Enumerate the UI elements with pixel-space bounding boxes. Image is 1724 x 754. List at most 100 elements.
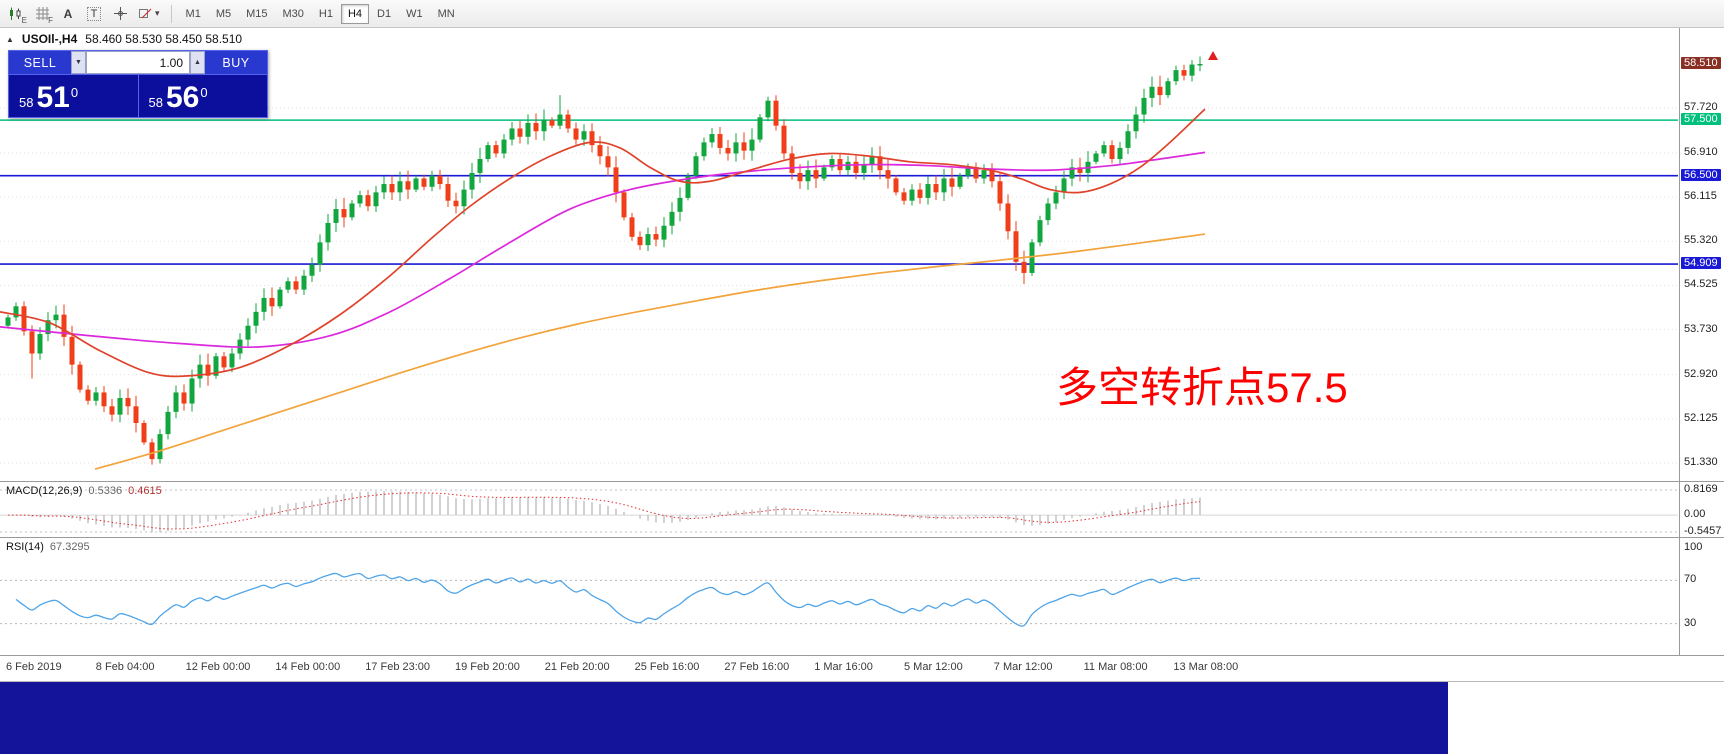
macd-label: MACD(12,26,9) xyxy=(6,485,83,497)
time-axis-label: 1 Mar 16:00 xyxy=(814,661,873,673)
buy-price-prefix: 58 xyxy=(148,95,163,110)
price-level-label[interactable]: 54.909 xyxy=(1681,257,1721,270)
price-level-label[interactable]: 57.500 xyxy=(1681,113,1721,126)
macd-axis: 0.8169 0.00 -0.5457 xyxy=(1679,482,1724,537)
time-axis-label: 5 Mar 12:00 xyxy=(904,661,963,673)
axis-tick-label: 55.320 xyxy=(1684,234,1718,247)
buy-price-pip: 0 xyxy=(200,85,208,100)
toolbar-sub-label-e: E xyxy=(21,15,27,25)
axis-tick-label: 56.115 xyxy=(1684,190,1717,203)
macd-level-lines xyxy=(0,489,1678,533)
time-axis-label: 19 Feb 20:00 xyxy=(455,661,520,673)
bottom-row xyxy=(0,682,1724,754)
tf-button-m30[interactable]: M30 xyxy=(276,4,311,24)
axis-tick-label: 53.730 xyxy=(1684,322,1718,335)
crosshair-icon xyxy=(113,7,127,20)
macd-histogram xyxy=(15,490,1201,533)
main-toolbar: E F A T ▾ M1 M5 M15 M30 H1 H4 D xyxy=(0,0,1724,28)
buy-price-display[interactable]: 58 56 0 xyxy=(139,75,268,117)
macd-header: MACD(12,26,9) 0.5336 0.4615 xyxy=(6,485,162,497)
price-axis: 57.720 56.910 56.115 55.320 54.525 53.730 52.9… xyxy=(1679,28,1724,481)
sell-price-big: 51 xyxy=(36,81,70,114)
time-axis: 6 Feb 2019 8 Feb 04:00 12 Feb 00:00 14 Feb … xyxy=(0,656,1724,682)
rsi-level-lines xyxy=(0,579,1678,625)
tf-button-h4[interactable]: H4 xyxy=(340,3,370,24)
macd-signal-value: 0.4615 xyxy=(128,485,162,497)
drawing-tools-button[interactable]: ▾ xyxy=(134,3,164,25)
time-axis-label: 12 Feb 00:00 xyxy=(185,661,251,673)
buy-button[interactable]: BUY xyxy=(205,51,267,74)
price-level-label[interactable]: 56.500 xyxy=(1681,168,1721,181)
time-axis-label: 8 Feb 04:00 xyxy=(95,661,155,673)
rsi-axis: 100 70 30 xyxy=(1679,538,1724,655)
time-axis-label: 27 Feb 16:00 xyxy=(724,661,790,673)
ohlc-quote-label: 58.460 58.530 58.450 58.510 xyxy=(85,32,243,46)
time-axis-label: 7 Mar 12:00 xyxy=(993,661,1053,673)
one-click-trading-panel: SELL ▼ ▲ BUY 58 51 0 58 56 0 xyxy=(8,50,268,118)
axis-tick-label: -0.5457 xyxy=(1684,525,1722,537)
textbox-tool-glyph: T xyxy=(86,6,102,21)
tf-button-d1[interactable]: D1 xyxy=(370,4,398,24)
macd-panel: MACD(12,26,9) 0.5336 0.4615 0.8169 0.00 -0… xyxy=(0,482,1724,538)
chart-panel: ▲ USOIl-,H4 58.460 58.530 58.450 58.510 … xyxy=(0,28,1724,482)
sell-price-display[interactable]: 58 51 0 xyxy=(9,75,138,117)
macd-main-value: 0.5336 xyxy=(88,485,123,497)
price-chart[interactable] xyxy=(0,28,1678,481)
text-tool-button[interactable]: A xyxy=(56,3,80,25)
tf-button-h1[interactable]: H1 xyxy=(312,4,340,24)
time-axis-label: 21 Feb 20:00 xyxy=(544,661,610,673)
volume-up-button[interactable]: ▲ xyxy=(190,51,205,74)
time-axis-label: 14 Feb 00:00 xyxy=(275,661,341,673)
rsi-panel: RSI(14) 67.3295 100 70 30 xyxy=(0,538,1724,656)
collapse-toggle-icon[interactable]: ▲ xyxy=(6,34,14,44)
candles xyxy=(5,56,1203,465)
chart-header: ▲ USOIl-,H4 58.460 58.530 58.450 58.510 xyxy=(6,32,242,46)
macd-signal-line xyxy=(7,492,1201,530)
tf-button-mn[interactable]: MN xyxy=(431,4,462,24)
macd-chart[interactable] xyxy=(0,482,1678,537)
dropdown-caret-icon: ▾ xyxy=(155,8,160,18)
price-level-label[interactable]: 58.510 xyxy=(1681,57,1721,69)
rsi-label: RSI(14) xyxy=(6,541,44,553)
annotation-text: 多空转折点57.5 xyxy=(1056,364,1348,411)
volume-down-button[interactable]: ▼ xyxy=(71,51,86,74)
symbol-timeframe-label: USOIl-,H4 xyxy=(21,32,78,46)
horizontal-level-lines xyxy=(0,119,1678,265)
sell-price-prefix: 58 xyxy=(19,95,34,110)
tf-button-m1[interactable]: M1 xyxy=(179,4,208,24)
rsi-chart[interactable] xyxy=(0,538,1678,655)
last-price-marker xyxy=(1208,51,1218,60)
toolbar-separator xyxy=(170,4,172,23)
axis-tick-label: 54.525 xyxy=(1684,278,1718,291)
volume-input[interactable] xyxy=(86,51,190,74)
price-divider xyxy=(137,75,139,117)
rsi-header: RSI(14) 67.3295 xyxy=(6,541,90,553)
sell-button[interactable]: SELL xyxy=(9,51,71,74)
trade-controls-row: SELL ▼ ▲ BUY xyxy=(9,51,267,74)
crosshair-tool-button[interactable] xyxy=(108,3,132,25)
tf-button-m5[interactable]: M5 xyxy=(209,4,238,24)
axis-tick-label: 57.720 xyxy=(1684,100,1718,113)
axis-tick-label: 56.910 xyxy=(1684,145,1718,158)
tf-button-w1[interactable]: W1 xyxy=(399,4,430,24)
chart-style-button[interactable]: E xyxy=(4,3,28,25)
time-axis-label: 6 Feb 2019 xyxy=(6,661,62,673)
rsi-line xyxy=(15,572,1201,627)
tf-button-m15[interactable]: M15 xyxy=(239,4,274,24)
axis-tick-label: 30 xyxy=(1684,616,1697,629)
time-axis-label: 25 Feb 16:00 xyxy=(634,661,700,673)
shapes-icon xyxy=(139,8,152,19)
time-axis-label: 11 Mar 08:00 xyxy=(1083,661,1148,673)
trade-prices-row: 58 51 0 58 56 0 xyxy=(9,74,267,117)
axis-tick-label: 52.125 xyxy=(1684,411,1718,424)
buy-price-big: 56 xyxy=(165,81,200,114)
candlestick-chart-icon xyxy=(10,7,21,20)
text-tool-glyph: A xyxy=(63,6,73,21)
bottom-window-bar[interactable] xyxy=(0,682,1448,754)
axis-tick-label: 52.920 xyxy=(1684,367,1718,380)
sell-price-pip: 0 xyxy=(70,85,79,100)
grid-button[interactable]: F xyxy=(30,3,54,25)
axis-tick-label: 51.330 xyxy=(1684,455,1718,468)
textbox-tool-button[interactable]: T xyxy=(82,3,106,25)
axis-tick-label: 0.8169 xyxy=(1684,483,1718,495)
